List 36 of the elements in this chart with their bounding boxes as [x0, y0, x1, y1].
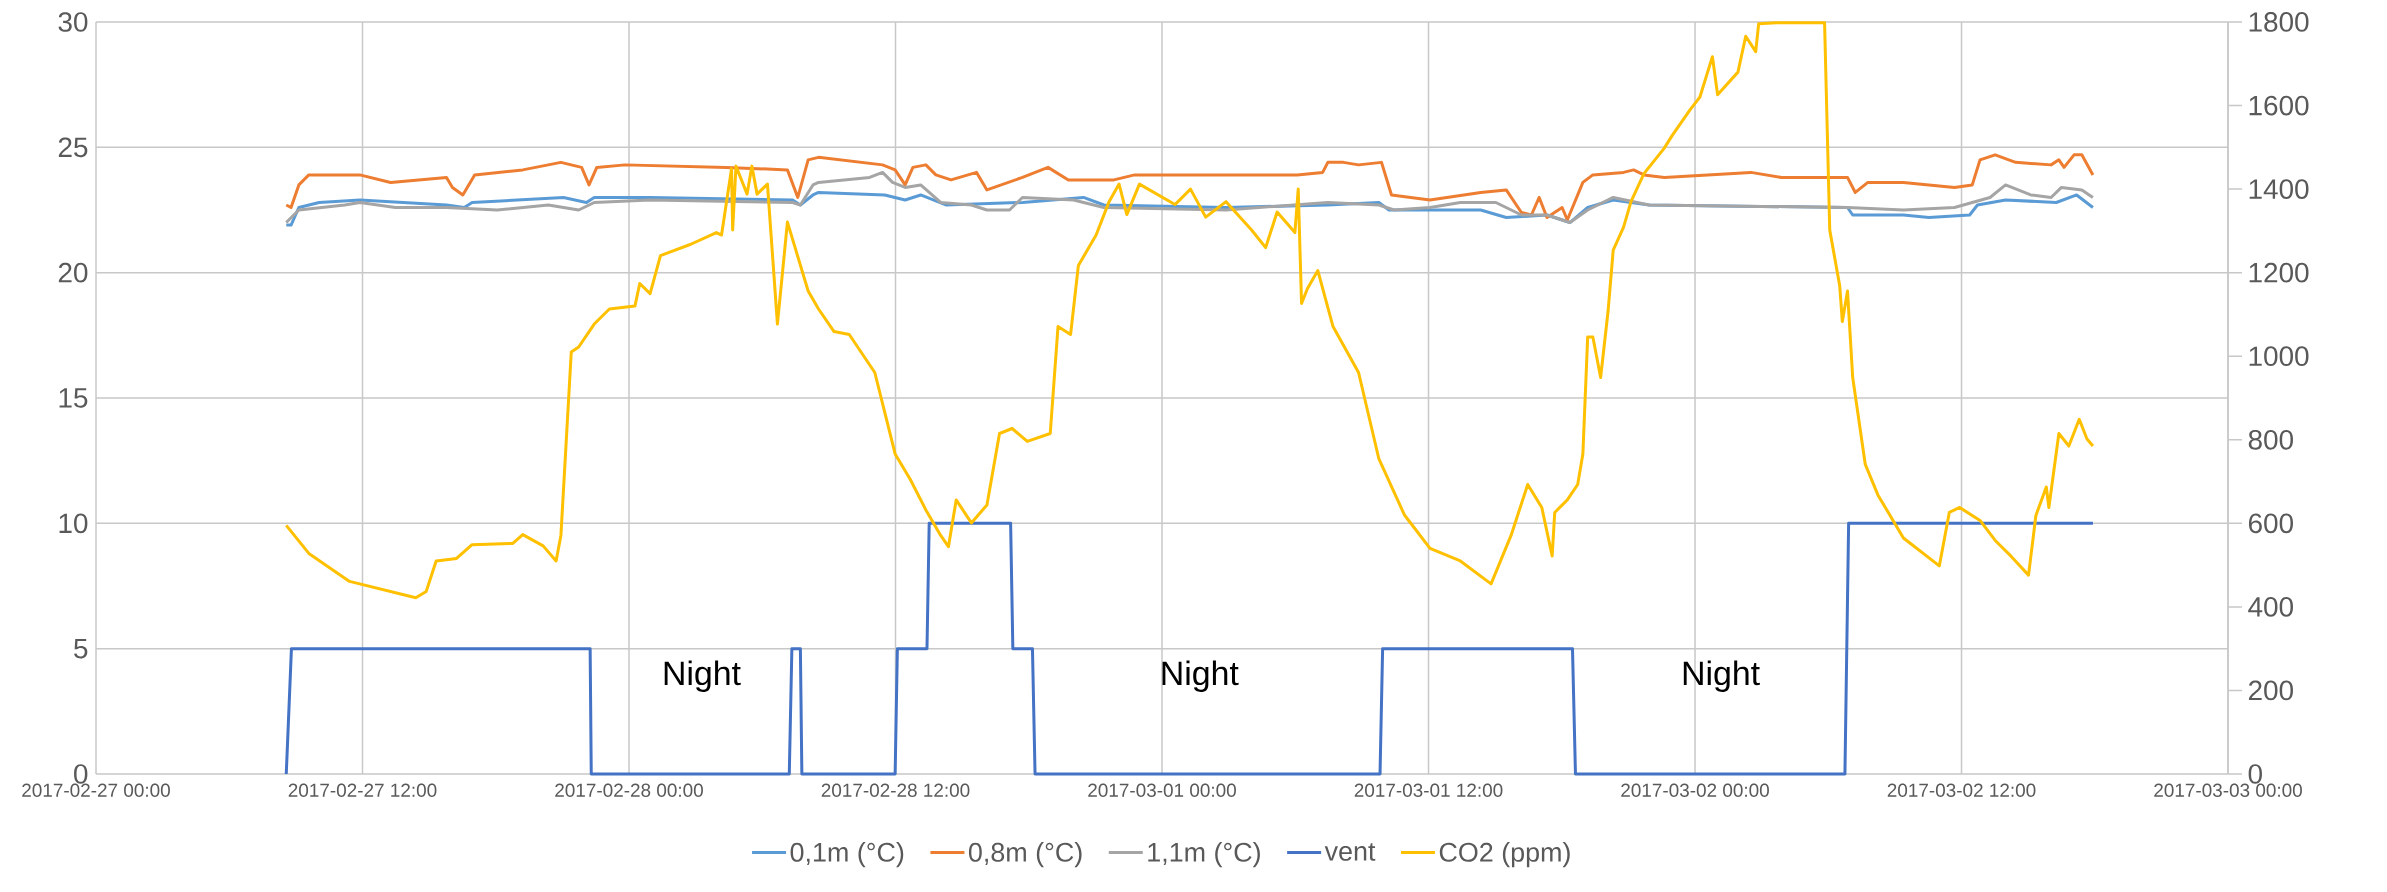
x-tick-label: 2017-03-01 12:00: [1354, 783, 1503, 797]
x-tick-label: 2017-03-01 00:00: [1088, 783, 1236, 797]
x-tick-label: 2017-03-03 00:00: [2154, 783, 2302, 797]
y-tick-label: 5: [74, 638, 88, 659]
x-tick-label: 2017-03-02 12:00: [1887, 783, 2036, 797]
legend-label: CO2 (ppm): [1439, 842, 1570, 868]
x-tick-label: 2017-03-02 00:00: [1621, 783, 1769, 797]
y2-tick-label: 1600: [2249, 95, 2309, 116]
y2-tick-label: 1000: [2249, 346, 2309, 367]
x-tick-label: 2017-02-28 00:00: [555, 783, 703, 797]
line-series: [284, 170, 2095, 225]
y-tick-label: 20: [58, 262, 88, 283]
legend-label: 1,1m (°C): [1148, 842, 1260, 868]
x-tick-label: 2017-02-27 00:00: [22, 783, 170, 797]
y2-tick-label: 400: [2248, 597, 2293, 617]
x-tick-label: 2017-02-27 12:00: [288, 783, 437, 797]
y2-tick-label: 1200: [2249, 262, 2309, 283]
y2-tick-label: 1400: [2249, 179, 2309, 199]
x-tick-label: 2017-02-28 12:00: [821, 783, 970, 797]
y2-tick-label: 0: [2248, 764, 2262, 784]
annotation: Night: [1683, 660, 1760, 693]
y2-tick-label: 200: [2248, 680, 2293, 701]
y-tick-label: 15: [59, 388, 88, 408]
annotation: Night: [1162, 660, 1239, 693]
y-tick-label: 25: [58, 137, 88, 158]
y2-tick-label: 600: [2248, 513, 2293, 534]
legend-label: vent: [1324, 843, 1376, 861]
y2-tick-label: 800: [2248, 429, 2293, 450]
line-series: [284, 21, 2095, 600]
y-tick-label: 30: [58, 12, 88, 32]
y2-tick-label: 1800: [2249, 12, 2309, 32]
legend-label: 0,1m (°C): [790, 842, 904, 868]
annotation: Night: [664, 660, 741, 693]
y-tick-label: 10: [59, 513, 88, 534]
y-tick-label: 0: [74, 764, 88, 784]
legend-label: 0,8m (°C): [968, 842, 1082, 868]
